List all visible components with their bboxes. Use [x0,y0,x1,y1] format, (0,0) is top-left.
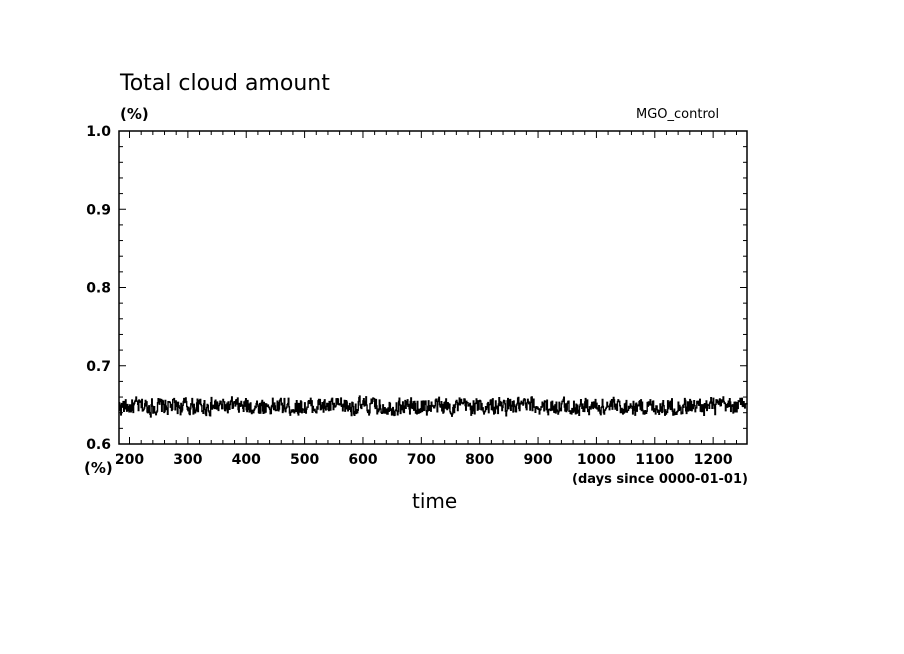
y-axis-units: (%) [120,105,149,123]
x-tick-label: 200 [115,452,144,468]
y-tick-label: 0.6 [86,437,111,453]
x-tick-label: 1100 [635,452,674,468]
x-tick-label: 800 [465,452,494,468]
run-label: MGO_control [636,107,719,122]
x-tick-label: 400 [232,452,261,468]
y-tick-label: 0.7 [86,359,111,375]
x-tick-label: 600 [348,452,377,468]
x-axis-units: (days since 0000-01-01) [572,472,748,487]
plot-frame [118,130,748,445]
chart-title: Total cloud amount [119,71,330,96]
axis-tick-labels: 200 300 400 500 600 700 800 900 1000 1100 1200 0.6 0… [86,124,733,468]
y-tick-units: (%) [84,459,113,477]
x-tick-label: 300 [173,452,202,468]
x-tick-label: 700 [407,452,436,468]
y-tick-label: 0.8 [86,281,111,297]
y-tick-label: 0.9 [86,202,111,218]
x-axis-label: time [412,489,457,513]
x-tick-label: 900 [523,452,552,468]
x-tick-label: 1200 [694,452,733,468]
series-line [118,395,748,418]
x-tick-label: 500 [290,452,319,468]
axis-ticks [119,130,747,445]
x-tick-label: 1000 [577,452,616,468]
y-tick-label: 1.0 [86,124,111,140]
